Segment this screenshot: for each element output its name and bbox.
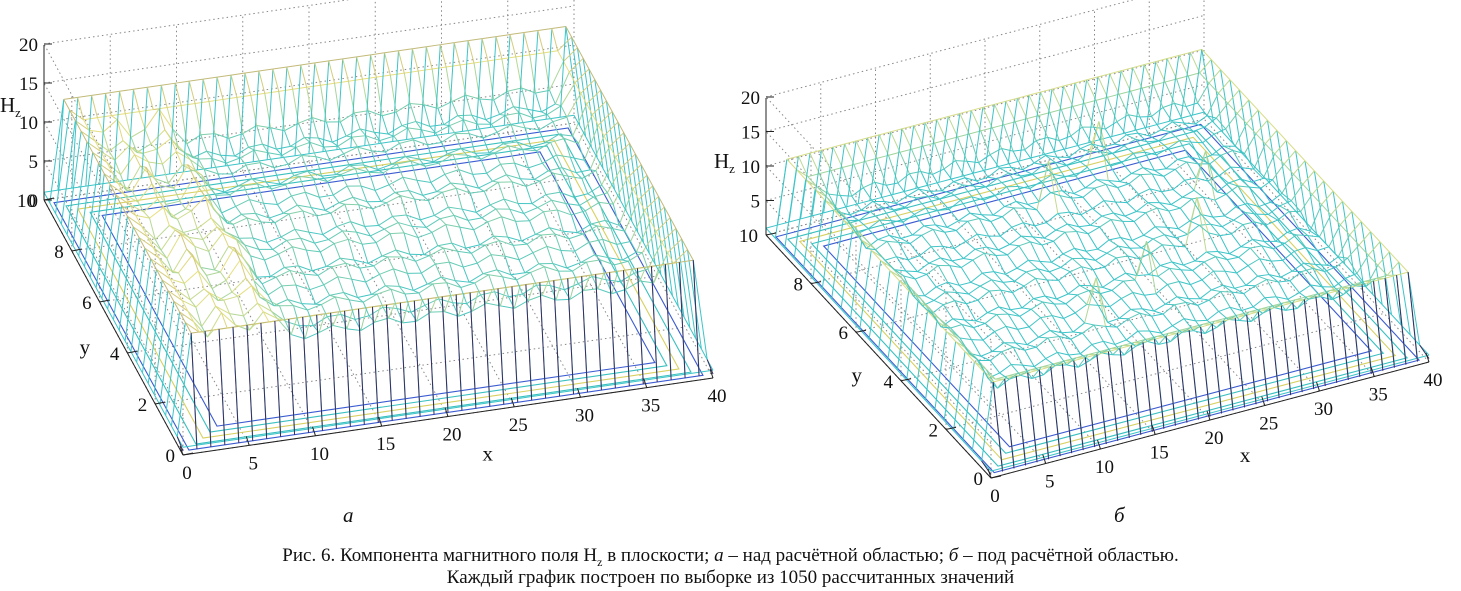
x-tick-label: 10 bbox=[310, 444, 329, 465]
x-tick-label: 40 bbox=[708, 386, 727, 407]
x-axis-label: x bbox=[1240, 443, 1251, 467]
x-tick-label: 35 bbox=[641, 396, 660, 417]
z-tick-label: 10 bbox=[19, 113, 38, 134]
z-tick-label: 15 bbox=[19, 74, 38, 95]
y-tick-label: 2 bbox=[929, 420, 939, 441]
y-tick-label: 4 bbox=[110, 344, 120, 365]
z-axis-label: Hz bbox=[714, 149, 735, 176]
y-tick-label: 2 bbox=[138, 395, 148, 416]
surface-mesh bbox=[765, 48, 1430, 475]
x-tick-label: 30 bbox=[575, 405, 594, 426]
caption-b-text: – под расчётной областью. bbox=[958, 545, 1179, 566]
y-tick-label: 0 bbox=[974, 469, 984, 490]
figure-caption-line2: Каждый график построен по выборке из 105… bbox=[446, 567, 1015, 588]
caption-sub: z bbox=[597, 554, 603, 569]
z-axis-label: Hz bbox=[0, 93, 21, 120]
y-tick-label: 10 bbox=[17, 191, 36, 212]
z-tick-label: 5 bbox=[29, 152, 39, 173]
z-tick-label: 20 bbox=[19, 35, 38, 56]
x-tick-label: 10 bbox=[1095, 457, 1114, 478]
y-axis-label: y bbox=[80, 335, 91, 359]
x-tick-label: 0 bbox=[990, 486, 1000, 507]
y-tick-label: 6 bbox=[82, 293, 92, 314]
y-tick-label: 8 bbox=[54, 242, 64, 263]
z-tick-label: 10 bbox=[741, 157, 760, 178]
x-tick-label: 5 bbox=[249, 453, 259, 474]
caption-a-letter: а bbox=[714, 545, 724, 566]
x-axis-label: x bbox=[483, 442, 494, 466]
panel-b-chart: 0 5 10 15 20 25 30 35 40 0 2 4 6 8 10 5 10 15 20 x y Hz bbox=[714, 0, 1443, 507]
caption-prefix: Рис. 6. Компонента магнитного поля H bbox=[282, 545, 598, 566]
y-axis-label: y bbox=[852, 363, 863, 387]
axes: 0 5 10 15 20 25 30 35 40 0 2 4 6 8 10 5 10 15 20 x y Hz bbox=[714, 88, 1443, 507]
z-tick-label: 5 bbox=[751, 192, 761, 213]
z-tick-label: 20 bbox=[741, 88, 760, 109]
y-tick-label: 0 bbox=[166, 446, 176, 467]
figure-caption-line1: Рис. 6. Компонента магнитного поля Hz в … bbox=[0, 545, 1461, 573]
x-tick-label: 40 bbox=[1424, 370, 1443, 391]
x-tick-label: 20 bbox=[443, 425, 462, 446]
x-tick-label: 15 bbox=[1150, 443, 1169, 464]
panel-b-label: б bbox=[1114, 503, 1126, 527]
y-tick-label: 10 bbox=[739, 226, 758, 247]
y-tick-label: 6 bbox=[839, 323, 849, 344]
x-tick-label: 20 bbox=[1205, 428, 1224, 449]
y-tick-label: 4 bbox=[884, 372, 894, 393]
x-tick-label: 5 bbox=[1045, 472, 1055, 493]
x-tick-label: 15 bbox=[376, 434, 395, 455]
x-tick-label: 25 bbox=[1259, 414, 1278, 435]
surface-mesh bbox=[43, 25, 714, 452]
z-tick-label: 15 bbox=[741, 123, 760, 144]
z-tick-label: 0 bbox=[29, 191, 39, 212]
caption-mid: в плоскости; bbox=[602, 545, 715, 566]
panel-a-label: а bbox=[343, 503, 354, 527]
x-tick-label: 25 bbox=[509, 415, 528, 436]
y-tick-label: 8 bbox=[794, 275, 804, 296]
caption-a-text: – над расчётной областью; bbox=[723, 545, 949, 566]
x-tick-label: 0 bbox=[182, 463, 192, 484]
caption-b-letter: б bbox=[948, 545, 959, 566]
x-tick-label: 35 bbox=[1369, 385, 1388, 406]
x-tick-label: 30 bbox=[1314, 399, 1333, 420]
